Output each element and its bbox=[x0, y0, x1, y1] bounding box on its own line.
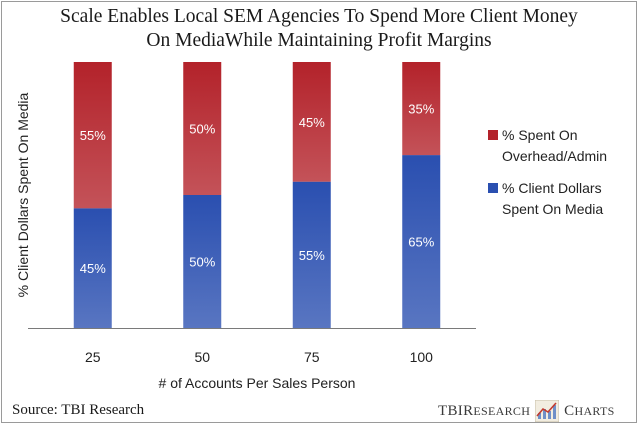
x-axis-label: # of Accounts Per Sales Person bbox=[159, 375, 356, 391]
legend-swatch-overhead bbox=[488, 130, 498, 140]
stacked-bar-chart: 45% 55% 25 50% 50% 50 55% 45% 75 65% 35% 100 # of Ac… bbox=[15, 62, 607, 391]
chart-line-icon bbox=[535, 400, 560, 422]
bar-overhead-100 bbox=[402, 62, 441, 156]
bar-overhead-50 bbox=[183, 62, 222, 195]
logo-research-initial: R bbox=[463, 402, 474, 419]
legend-label-overhead-line-2: Overhead/Admin bbox=[502, 148, 607, 164]
chart-title: Scale Enables Local SEM Agencies To Spen… bbox=[2, 5, 636, 53]
legend-swatch-media bbox=[488, 183, 498, 193]
source-note: Source: TBI Research bbox=[12, 402, 145, 418]
logo-charts-initial: C bbox=[564, 402, 575, 419]
bar-media-100 bbox=[402, 155, 441, 328]
tbi-research-charts-logo: TBI R ESEARCH C HARTS bbox=[438, 400, 615, 422]
x-tick-label-100: 100 bbox=[410, 349, 434, 365]
logo-tbi: TBI bbox=[438, 402, 464, 419]
data-label-overhead-25: 55% bbox=[80, 128, 106, 143]
title-line-1: Scale Enables Local SEM Agencies To Spen… bbox=[60, 6, 578, 27]
data-label-media-50: 50% bbox=[189, 255, 215, 270]
bar-overhead-75 bbox=[292, 62, 331, 182]
bar-media-25 bbox=[73, 208, 112, 328]
data-label-overhead-50: 50% bbox=[189, 122, 215, 137]
bar-overhead-25 bbox=[73, 62, 112, 209]
legend-label-media-line-2: Spent On Media bbox=[502, 201, 603, 217]
legend-label-media-line-1: % Client Dollars bbox=[502, 180, 602, 196]
data-label-media-100: 65% bbox=[408, 235, 434, 250]
y-axis-label: % Client Dollars Spent On Media bbox=[15, 92, 31, 297]
data-label-media-75: 55% bbox=[299, 248, 325, 263]
x-tick-label-50: 50 bbox=[194, 349, 210, 365]
logo-charts-rest: HARTS bbox=[574, 403, 615, 418]
data-label-media-25: 45% bbox=[80, 261, 106, 276]
logo-research-rest: ESEARCH bbox=[473, 403, 531, 418]
legend-label-overhead-line-1: % Spent On bbox=[502, 127, 578, 143]
title-line-2: On MediaWhile Maintaining Profit Margins bbox=[146, 30, 492, 51]
x-tick-label-25: 25 bbox=[85, 349, 101, 365]
bar-media-50 bbox=[183, 195, 222, 328]
bar-media-75 bbox=[292, 181, 331, 328]
data-label-overhead-75: 45% bbox=[299, 115, 325, 130]
data-label-overhead-100: 35% bbox=[408, 102, 434, 117]
x-tick-label-75: 75 bbox=[304, 349, 320, 365]
